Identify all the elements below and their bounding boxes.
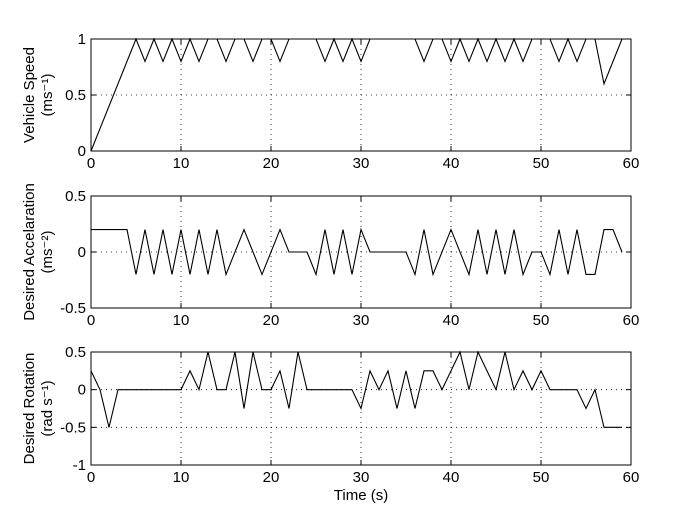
x-tick-label: 40 (443, 155, 460, 172)
y-tick-label: 0 (78, 244, 86, 261)
y-tick-label: -0.5 (60, 300, 86, 317)
x-tick-label: 50 (533, 155, 550, 172)
y-axis-label: (rad s⁻¹) (39, 380, 56, 436)
y-axis-label: Desired Rotation (21, 353, 38, 465)
x-tick-label: 10 (173, 155, 190, 172)
y-tick-label: -1 (73, 457, 86, 474)
y-tick-label: 0 (78, 143, 86, 160)
x-tick-label: 0 (87, 469, 95, 486)
x-tick-label: 40 (443, 312, 460, 329)
axes-box (90, 195, 632, 309)
y-axis-label: (ms⁻¹) (39, 74, 56, 117)
y-tick-label: 0 (78, 382, 86, 399)
x-tick-label: 20 (263, 469, 280, 486)
x-tick-label: 20 (263, 155, 280, 172)
x-tick-label: 0 (87, 155, 95, 172)
y-tick-label: 0.5 (65, 188, 86, 205)
x-tick-label: 10 (173, 312, 190, 329)
y-axis-label: Vehicle Speed (21, 47, 38, 143)
x-tick-label: 30 (353, 312, 370, 329)
y-axis-label: Desired Accelaration (21, 183, 38, 321)
x-tick-label: 30 (353, 469, 370, 486)
data-line (91, 227, 623, 277)
x-tick-label: 60 (623, 312, 640, 329)
data-line (90, 350, 622, 428)
x-tick-label: 0 (87, 312, 95, 329)
x-tick-label: 50 (533, 469, 550, 486)
x-tick-label: 40 (443, 469, 460, 486)
y-tick-label: -0.5 (60, 419, 86, 436)
x-tick-label: 10 (173, 469, 190, 486)
x-tick-label: 50 (533, 312, 550, 329)
y-tick-label: 0.5 (65, 344, 86, 361)
y-axis-label: (ms⁻²) (39, 231, 56, 274)
x-tick-label: 30 (353, 155, 370, 172)
axes-box (90, 38, 632, 152)
data-line (90, 37, 623, 152)
x-tick-label: 60 (623, 155, 640, 172)
y-tick-label: 1 (78, 31, 86, 48)
y-tick-label: 0.5 (65, 87, 86, 104)
axes-box (90, 351, 632, 466)
x-tick-label: 20 (263, 312, 280, 329)
x-tick-label: 60 (623, 469, 640, 486)
x-axis-label: Time (s) (334, 487, 388, 504)
